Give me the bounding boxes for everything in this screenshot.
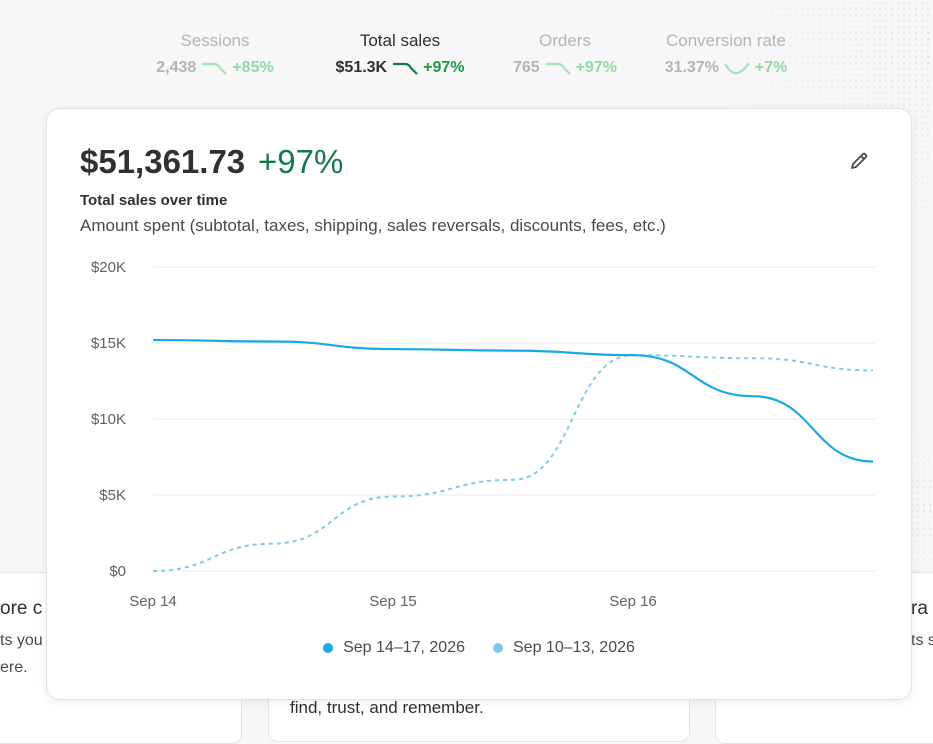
background-card-right-line: ts s (911, 632, 933, 649)
y-tick-label: $20K (91, 259, 126, 276)
metric-sessions[interactable]: Sessions 2,438 +85% (155, 31, 275, 78)
trend-down-icon (393, 62, 418, 75)
metric-label: Sessions (180, 31, 250, 50)
metric-label: Conversion rate (665, 31, 786, 50)
metric-change: +85% (232, 59, 274, 76)
background-card-left-line: ts you (0, 632, 43, 649)
y-tick-label: $15K (91, 335, 126, 352)
metric-label: Total sales (359, 31, 441, 50)
metric-value: 2,438 (156, 59, 197, 76)
chart-legend: Sep 14–17, 2026 Sep 10–13, 2026 (47, 639, 911, 657)
sales-line-chart: $0 $5K $10K $15K $20K Sep 14 Sep 15 Sep 16 (91, 259, 875, 610)
metric-change: +97% (423, 59, 465, 76)
metric-change: +97% (575, 59, 618, 76)
x-tick-label: Sep 15 (369, 593, 417, 610)
trend-down-icon (545, 62, 571, 75)
background-card-left-title: ore c (0, 598, 43, 619)
trend-down-icon (202, 62, 228, 75)
metric-label: Orders (539, 31, 591, 50)
metric-value: 31.37% (664, 59, 719, 76)
legend-item-current[interactable]: Sep 14–17, 2026 (323, 639, 465, 657)
metric-value: $51.3K (335, 59, 388, 76)
edit-button[interactable] (847, 149, 871, 173)
total-sales-card: $51,361.73 +97% Total sales over time Am… (46, 108, 912, 700)
legend-item-previous[interactable]: Sep 10–13, 2026 (493, 639, 635, 657)
total-sales-value: $51,361.73 (80, 143, 246, 180)
trend-up-icon (723, 62, 750, 75)
legend-label-current: Sep 14–17, 2026 (343, 639, 465, 656)
y-tick-label: $0 (109, 563, 126, 580)
x-tick-label: Sep 14 (129, 593, 177, 610)
legend-dot-current (323, 643, 334, 653)
metric-change: +7% (754, 59, 788, 76)
series-line-current (152, 338, 874, 463)
metric-total-sales[interactable]: Total sales $51.3K +97% (322, 31, 478, 78)
series-line-previous (152, 354, 874, 572)
legend-dot-previous (493, 643, 503, 653)
y-tick-label: $5K (99, 487, 126, 504)
pencil-icon (851, 152, 868, 169)
chart-title: Total sales over time (80, 192, 228, 209)
legend-label-previous: Sep 10–13, 2026 (513, 639, 635, 656)
metric-conversion-rate[interactable]: Conversion rate 31.37% +7% (648, 31, 804, 78)
background-card-middle-text: find, trust, and remember. (290, 698, 484, 717)
background-card-left-line: ere. (0, 659, 28, 676)
y-tick-label: $10K (91, 411, 126, 428)
metric-orders[interactable]: Orders 765 +97% (500, 31, 630, 78)
metric-value: 765 (512, 59, 540, 76)
x-tick-label: Sep 16 (609, 593, 657, 610)
background-card-right-title: ra (911, 598, 928, 619)
total-sales-change: +97% (258, 143, 344, 180)
chart-subtitle: Amount spent (subtotal, taxes, shipping,… (80, 216, 666, 235)
